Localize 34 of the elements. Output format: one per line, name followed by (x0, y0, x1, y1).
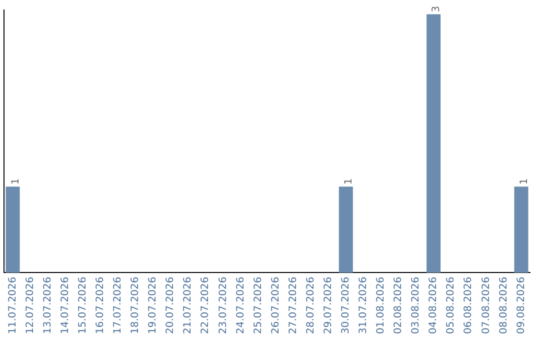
x-tick-label: 26.07.2026 (270, 276, 282, 334)
x-tick-label: 19.07.2026 (148, 276, 159, 334)
x-tick-label: 05.08.2026 (446, 276, 457, 334)
x-tick-label: 24.07.2026 (235, 276, 246, 334)
x-tick-label: 15.07.2026 (77, 276, 88, 334)
x-tick-label: 02.08.2026 (393, 276, 404, 334)
data-label: 1 (10, 178, 22, 185)
x-tick-label: 23.07.2026 (218, 276, 229, 334)
x-tick-label: 22.07.2026 (200, 276, 212, 334)
x-tick-label: 25.07.2026 (252, 276, 264, 334)
x-tick-label: 04.08.2026 (428, 276, 440, 334)
x-tick-label: 30.07.2026 (340, 276, 352, 334)
x-tick-label: 03.08.2026 (410, 276, 422, 334)
data-label: 1 (518, 178, 530, 185)
x-tick-label: 20.07.2026 (165, 276, 176, 334)
x-tick-label: 17.07.2026 (112, 276, 124, 334)
x-tick-label: 09.08.2026 (516, 276, 527, 334)
data-label: 3 (431, 6, 442, 12)
x-tick-label: 08.08.2026 (498, 276, 510, 334)
x-tick-label: 11.07.2026 (7, 276, 18, 334)
x-tick-label: 29.07.2026 (322, 276, 334, 334)
x-tick-label: 31.07.2026 (358, 276, 370, 334)
x-tick-label: 16.07.2026 (95, 276, 106, 334)
data-label: 1 (343, 178, 354, 185)
x-tick-label: 14.07.2026 (60, 276, 71, 334)
x-tick-label: 12.07.2026 (24, 276, 36, 334)
x-tick-label: 28.07.2026 (305, 276, 316, 334)
x-tick-label: 18.07.2026 (130, 276, 142, 334)
x-tick-label: 21.07.2026 (182, 276, 194, 334)
x-tick-label: 07.08.2026 (480, 276, 492, 334)
x-tick-label: 13.07.2026 (42, 276, 54, 334)
x-tick-label: 01.08.2026 (376, 276, 387, 334)
x-tick-label: 06.08.2026 (463, 276, 474, 334)
x-tick-label: 27.07.2026 (288, 276, 299, 334)
